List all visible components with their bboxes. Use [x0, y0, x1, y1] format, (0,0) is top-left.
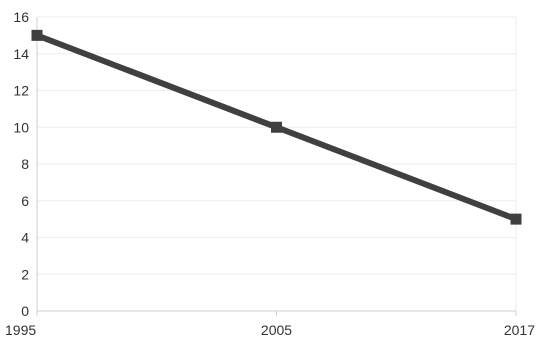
x-tick-label: 1995 [5, 322, 36, 338]
y-tick-label: 16 [13, 9, 29, 25]
y-tick-label: 0 [21, 303, 29, 319]
x-tick-label: 2017 [504, 322, 535, 338]
x-axis-ticks: 1995 2005 2017 [5, 322, 535, 338]
y-tick-label: 10 [13, 119, 29, 135]
y-axis-ticks: 0 2 4 6 8 10 12 14 16 [13, 9, 29, 319]
axes [36, 17, 517, 316]
y-tick-label: 2 [21, 266, 29, 282]
data-point-marker[interactable] [510, 213, 522, 225]
y-tick-label: 6 [21, 193, 29, 209]
data-point-marker[interactable] [31, 29, 43, 41]
data-point-marker[interactable] [271, 121, 282, 133]
y-tick-label: 4 [21, 230, 29, 246]
series-group [31, 29, 522, 225]
y-tick-label: 14 [13, 46, 29, 62]
y-tick-label: 12 [13, 83, 29, 99]
x-tick-label: 2005 [261, 322, 292, 338]
y-tick-label: 8 [21, 156, 29, 172]
